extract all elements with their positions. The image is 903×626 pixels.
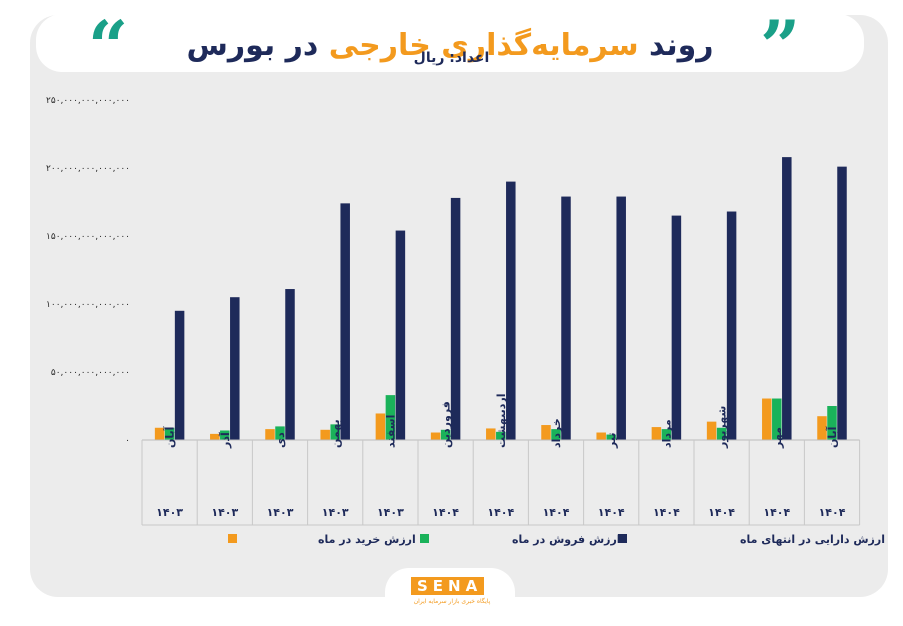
legend-label: ارزش دارایی در انتهای ماه [740,533,885,546]
title-part1: روند [638,28,714,63]
legend-swatch [618,534,627,543]
bar-sell [164,427,175,440]
bar-sell [551,429,561,440]
bar-asset [395,230,406,440]
x-category-label: دی [274,432,287,448]
quote-left-icon: “ [88,5,129,88]
bar-asset [506,181,516,440]
y-tick-label: ۵۰,۰۰۰,۰۰۰,۰۰۰,۰۰۰ [51,368,130,378]
bar-asset [174,310,185,440]
x-category-label: مهر [771,427,784,449]
x-category-label: شهریور [716,406,729,449]
x-year-label: ۱۴۰۳ [267,506,294,519]
bar-asset [230,297,240,440]
bar-asset [837,166,847,440]
y-tick-label: ۲۵۰,۰۰۰,۰۰۰,۰۰۰,۰۰۰ [46,96,130,106]
x-category-label: آذر [218,432,232,449]
y-tick-label: ۰ [125,436,130,446]
header-panel: روند سرمایه‌گذاری خارجی در بورس [36,14,864,72]
bar-buy [541,425,551,440]
y-tick-label: ۲۰۰,۰۰۰,۰۰۰,۰۰۰,۰۰۰ [46,164,130,174]
bar-asset [726,211,737,440]
bar-buy [320,429,330,440]
bar-buy [596,432,606,440]
quote-right-icon: ” [760,5,801,88]
bar-buy [651,427,662,440]
bar-buy [430,432,441,440]
x-year-label: ۱۴۰۴ [543,506,570,519]
title-highlight: سرمایه‌گذاری خارجی [328,28,639,63]
x-year-label: ۱۴۰۴ [708,506,735,519]
x-year-label: ۱۴۰۳ [322,506,349,519]
x-category-label: آبان [825,426,839,448]
x-category-label: تیر [605,433,618,449]
x-year-label: ۱۴۰۴ [763,506,790,519]
x-year-label: ۱۴۰۳ [211,506,238,519]
legend-swatch [420,534,429,543]
bar-asset [616,196,626,440]
y-tick-label: ۱۵۰,۰۰۰,۰۰۰,۰۰۰,۰۰۰ [46,232,130,242]
x-year-label: ۱۴۰۴ [598,506,625,519]
bar-buy [486,428,496,440]
bar-sell [220,430,230,440]
bar-buy [154,427,165,440]
legend: ارزش خرید در ماه ارزش فروش در ماه ارزش دار… [228,533,885,546]
x-year-label: ۱۴۰۴ [487,506,514,519]
bar-sell [330,424,340,440]
x-category-label: خرداد [550,418,563,448]
bar-asset [671,215,682,440]
x-year-label: ۱۴۰۴ [653,506,680,519]
bar-buy [210,433,220,440]
x-year-label: ۱۴۰۳ [156,506,183,519]
bar-buy [375,413,386,440]
bar-buy [762,398,772,440]
bar-sell [440,429,451,440]
x-category-label: فروردین [440,401,453,448]
x-category-label: آبان [163,426,177,448]
bar-sell [661,429,672,440]
x-category-label: مرداد [660,419,673,448]
bar-sell [772,398,782,440]
legend-label: ارزش خرید در ماه [318,533,416,546]
x-category-label: بهمن [329,419,342,448]
bar-asset [285,289,295,440]
bar-buy [706,421,717,440]
bars [154,157,847,440]
logo-tagline: پایگاه خبری بازار سرمایه ایران [413,598,491,605]
legend-swatch [228,534,237,543]
bar-sell [716,427,727,440]
bar-asset [450,197,461,440]
bar-sell [275,426,285,440]
bar-sell [827,406,837,440]
title-part2: در بورس [186,28,329,63]
bar-buy [817,416,827,440]
bar-sell [606,434,616,440]
x-year-label: ۱۴۰۳ [377,506,404,519]
legend-label: ارزش فروش در ماه [512,533,621,546]
sena-logo: SENA [411,577,485,595]
x-year-label: ۱۴۰۴ [432,506,459,519]
y-tick-label: ۱۰۰,۰۰۰,۰۰۰,۰۰۰,۰۰۰ [46,300,130,310]
unit-subtitle: اعداد: ریال [413,50,490,66]
x-axis: آبان ۱۴۰۳ آذر ۱۴۰۳ دی ۱۴۰۳ بهمن ۱۴۰۳ اسفند ۱۴۰۳ فر… [141,394,861,526]
bar-asset [340,203,350,440]
bar-buy [265,429,275,440]
x-year-label: ۱۴۰۴ [819,506,846,519]
bar-asset [561,196,571,440]
x-category-label: اسفند [384,415,397,448]
bar-sell [385,395,396,440]
x-category-label: اردیبهشت [495,394,508,448]
bar-asset [782,157,792,440]
bar-sell [496,431,506,440]
y-axis: ۰ ۵۰,۰۰۰,۰۰۰,۰۰۰,۰۰۰ ۱۰۰,۰۰۰,۰۰۰,۰۰۰,۰۰۰ ۱۵… [46,96,130,446]
page-title: روند سرمایه‌گذاری خارجی در بورس [36,29,864,63]
